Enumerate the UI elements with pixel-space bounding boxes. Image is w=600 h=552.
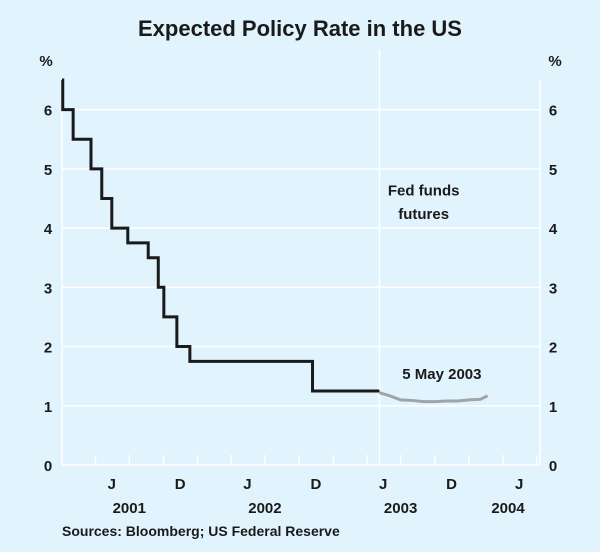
y-tick-label-right: 3	[549, 280, 557, 297]
source-note: Sources: Bloomberg; US Federal Reserve	[62, 523, 340, 539]
y-tick-label-left: 6	[44, 103, 52, 120]
y-axis-unit-left: %	[39, 53, 52, 70]
x-tick-label: D	[446, 476, 457, 493]
y-tick-label-right: 0	[549, 458, 557, 475]
y-axis-unit-right: %	[548, 53, 561, 70]
x-tick-label: J	[515, 476, 523, 493]
y-tick-label-left: 1	[44, 399, 52, 416]
y-tick-label-left: 0	[44, 458, 52, 475]
x-tick-label: D	[310, 476, 321, 493]
x-tick-label: J	[243, 476, 251, 493]
y-tick-label-right: 4	[549, 221, 558, 238]
y-tick-label-left: 4	[44, 221, 53, 238]
annotation: Fed funds	[388, 183, 460, 200]
x-year-label: 2004	[491, 500, 525, 517]
annotation: 5 May 2003	[402, 366, 481, 383]
x-tick-label: D	[175, 476, 186, 493]
y-tick-label-left: 3	[44, 280, 52, 297]
x-year-label: 2001	[113, 500, 146, 517]
x-year-label: 2003	[384, 500, 417, 517]
y-tick-label-left: 2	[44, 340, 52, 357]
x-tick-label: J	[108, 476, 116, 493]
chart-title: Expected Policy Rate in the US	[138, 16, 462, 41]
series-policy-rate-line	[61, 78, 380, 393]
y-tick-label-right: 5	[549, 162, 557, 179]
y-tick-label-left: 5	[44, 162, 52, 179]
x-year-label: 2002	[248, 500, 281, 517]
x-tick-label: J	[379, 476, 387, 493]
series-futures-line	[379, 391, 489, 404]
annotation: futures	[398, 206, 449, 223]
y-tick-label-right: 6	[549, 103, 557, 120]
y-tick-label-right: 1	[549, 399, 557, 416]
y-tick-label-right: 2	[549, 340, 557, 357]
